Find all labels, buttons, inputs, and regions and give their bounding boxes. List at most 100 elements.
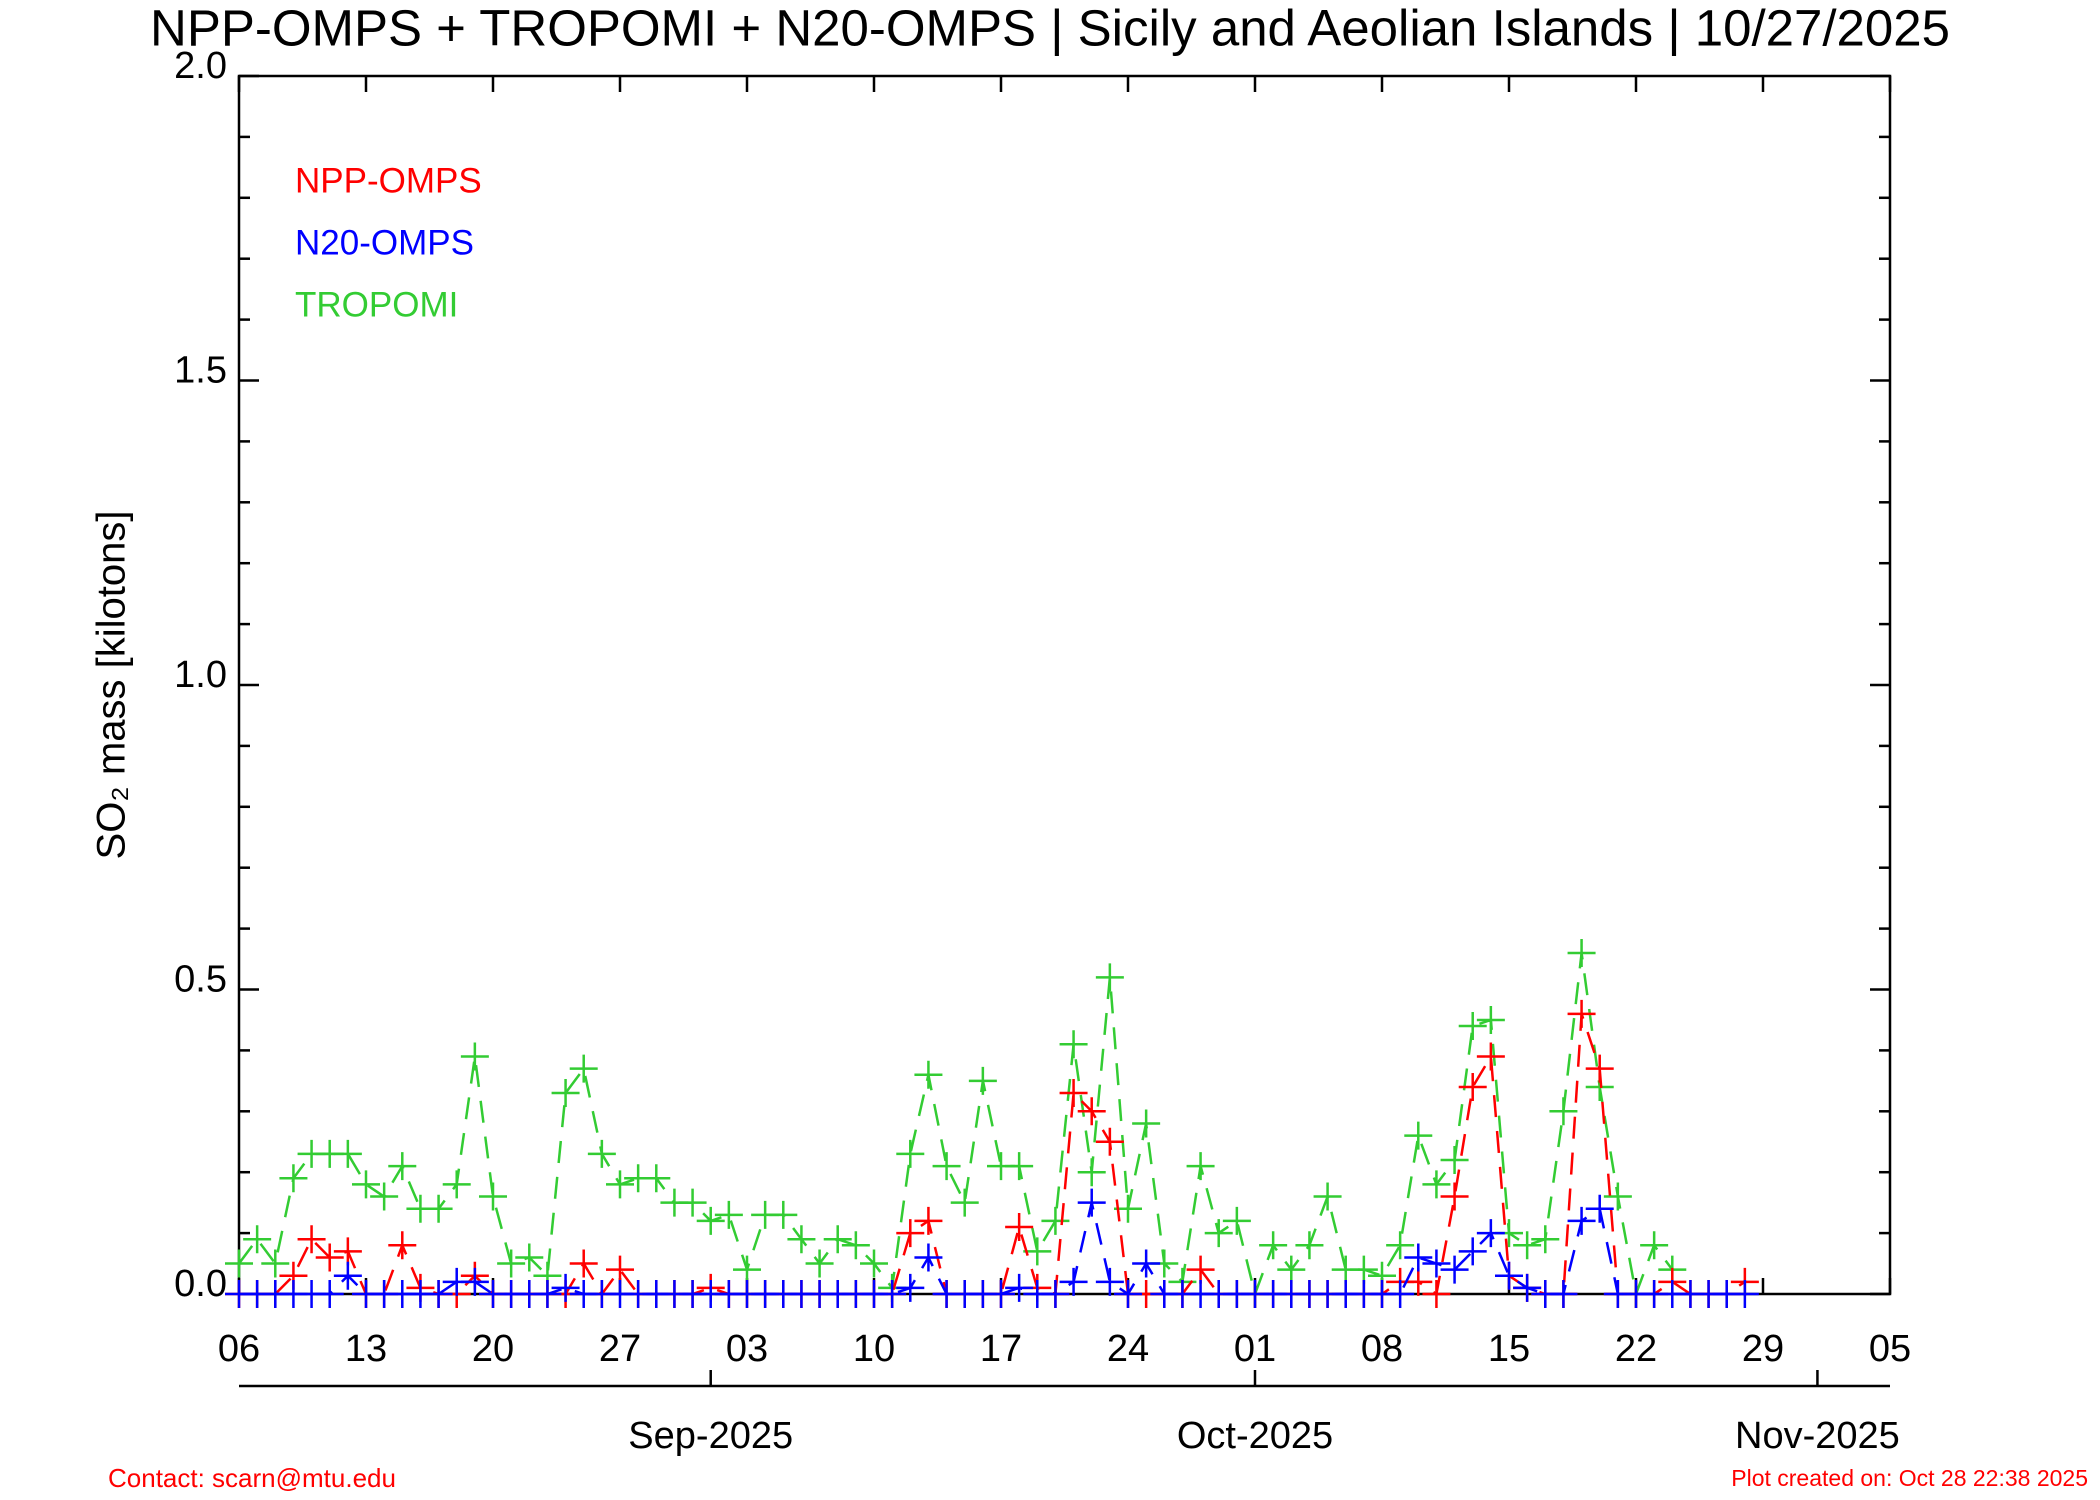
point-marker <box>569 1249 598 1278</box>
point-marker <box>1259 1231 1288 1260</box>
point-marker <box>1277 1255 1306 1284</box>
point-marker <box>733 1255 761 1284</box>
point-marker <box>1440 1182 1469 1211</box>
point-marker <box>1585 1194 1614 1223</box>
point-marker <box>442 1170 471 1199</box>
point-marker <box>1476 1219 1505 1248</box>
point-marker <box>1386 1231 1415 1260</box>
point-marker <box>1077 1188 1106 1217</box>
point-marker <box>823 1225 852 1254</box>
point-marker <box>1222 1206 1251 1235</box>
point-marker <box>1458 1237 1487 1266</box>
point-marker <box>1549 1097 1578 1126</box>
point-marker <box>587 1139 616 1168</box>
point-marker <box>1495 1261 1523 1290</box>
point-marker <box>1603 1182 1632 1211</box>
chart-title: NPP-OMPS + TROPOMI + N20-OMPS | Sicily a… <box>150 0 1950 56</box>
point-marker <box>678 1188 707 1217</box>
x-tick-label: 29 <box>1742 1328 1784 1370</box>
point-marker <box>1077 1158 1106 1187</box>
point-marker <box>1476 1042 1505 1071</box>
point-marker <box>1513 1273 1542 1302</box>
point-marker <box>1132 1109 1161 1138</box>
point-marker <box>460 1267 489 1296</box>
point-marker <box>1114 1280 1142 1308</box>
point-marker <box>1186 1255 1215 1284</box>
point-marker <box>1349 1255 1378 1284</box>
point-marker <box>914 1060 943 1089</box>
y-tick-label: 0.5 <box>174 959 227 1001</box>
point-marker <box>1059 1079 1088 1108</box>
point-marker <box>878 1280 907 1308</box>
point-marker <box>714 1200 743 1229</box>
point-marker <box>279 1164 308 1193</box>
point-marker <box>805 1249 834 1278</box>
point-marker <box>1186 1152 1215 1181</box>
point-marker <box>315 1280 344 1308</box>
x-tick-label: 10 <box>853 1328 895 1370</box>
x-tick-label: 05 <box>1869 1328 1911 1370</box>
point-marker <box>1077 1097 1106 1126</box>
point-marker <box>1295 1231 1324 1260</box>
point-marker <box>333 1139 362 1168</box>
point-marker <box>333 1261 362 1290</box>
point-marker <box>1095 1267 1124 1296</box>
legend-entry: NPP-OMPS <box>295 161 482 200</box>
x-tick-label: 13 <box>345 1328 387 1370</box>
y-tick-label: 2.0 <box>174 45 227 87</box>
point-marker <box>896 1219 925 1248</box>
point-marker <box>987 1280 1015 1308</box>
point-marker <box>1440 1146 1469 1175</box>
point-marker <box>225 1249 253 1278</box>
point-marker <box>1404 1243 1433 1272</box>
point-marker <box>479 1182 507 1211</box>
point-marker <box>1041 1280 1070 1308</box>
point-marker <box>932 1152 961 1181</box>
month-tick-label: Oct-2025 <box>1177 1415 1333 1457</box>
point-marker <box>515 1243 544 1272</box>
point-marker <box>1567 1206 1596 1235</box>
y-tick-label: 1.0 <box>174 654 227 696</box>
point-marker <box>896 1273 925 1302</box>
point-marker <box>1440 1255 1469 1284</box>
x-tick-label: 27 <box>599 1328 641 1370</box>
point-marker <box>551 1079 580 1108</box>
point-marker <box>569 1054 598 1083</box>
point-marker <box>551 1273 580 1302</box>
point-marker <box>370 1182 399 1211</box>
x-tick-label: 06 <box>218 1328 260 1370</box>
point-marker <box>388 1231 417 1260</box>
plot-frame <box>237 74 1892 1296</box>
point-marker <box>1476 1005 1505 1034</box>
point-marker <box>1095 963 1124 992</box>
point-marker <box>1005 1273 1034 1302</box>
point-marker <box>297 1225 326 1254</box>
point-marker <box>424 1280 453 1308</box>
month-tick-label: Nov-2025 <box>1735 1415 1900 1457</box>
point-marker <box>1531 1225 1560 1254</box>
point-marker <box>533 1280 562 1308</box>
point-marker <box>1023 1237 1052 1266</box>
point-marker <box>606 1255 634 1284</box>
point-marker <box>696 1206 725 1235</box>
y-tick-label: 1.5 <box>174 350 227 392</box>
point-marker <box>1422 1170 1451 1199</box>
x-tick-label: 24 <box>1107 1328 1149 1370</box>
y-axis-label: SO₂ mass [kilotons] <box>90 511 134 860</box>
point-marker <box>1005 1213 1034 1242</box>
point-marker <box>388 1152 417 1181</box>
y-tick-label: 0.0 <box>174 1263 227 1305</box>
point-marker <box>1313 1182 1342 1211</box>
x-tick-label: 01 <box>1234 1328 1276 1370</box>
point-marker <box>896 1139 925 1168</box>
point-marker <box>841 1231 870 1260</box>
series-line <box>239 1202 1745 1296</box>
point-marker <box>1005 1152 1034 1181</box>
point-marker <box>1404 1267 1433 1296</box>
point-marker <box>261 1249 290 1278</box>
point-marker <box>1132 1249 1161 1278</box>
point-marker <box>769 1200 798 1229</box>
point-marker <box>1059 1267 1088 1296</box>
x-tick-label: 03 <box>726 1328 768 1370</box>
